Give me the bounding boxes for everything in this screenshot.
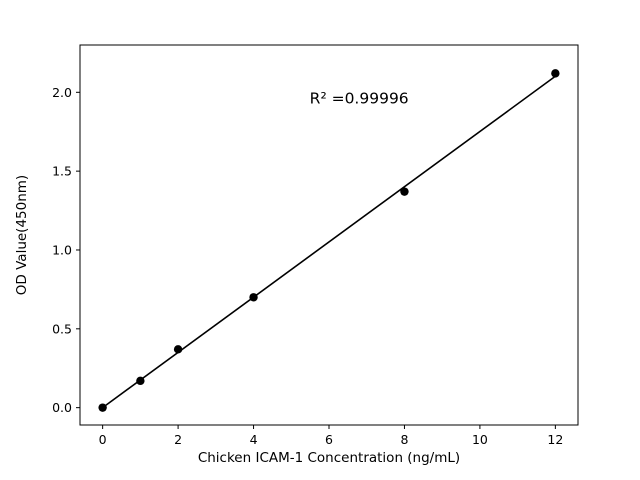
data-point [551, 69, 560, 78]
data-point [173, 345, 183, 354]
x-tick-label: 10 [472, 432, 488, 447]
y-axis-label: OD Value(450nm) [14, 175, 30, 295]
x-tick-label: 4 [250, 432, 258, 447]
data-point [136, 376, 145, 386]
y-tick-label: 0.0 [52, 400, 72, 415]
y-tick-label: 1.5 [52, 164, 72, 179]
x-axis-label: Chicken ICAM-1 Concentration (ng/mL) [198, 450, 460, 466]
x-tick-label: 12 [547, 432, 563, 447]
x-tick-label: 2 [174, 432, 182, 447]
data-point [400, 187, 409, 196]
y-tick-label: 0.5 [52, 321, 72, 336]
data-point [249, 293, 258, 302]
x-tick-label: 6 [325, 432, 333, 447]
y-tick-label: 2.0 [52, 85, 72, 100]
data-point [98, 403, 107, 412]
y-tick-label: 1.0 [52, 242, 72, 257]
x-tick-label: 8 [400, 432, 408, 447]
r-squared-annotation: R² =0.99996 [310, 89, 409, 107]
x-tick-label: 0 [99, 432, 107, 447]
